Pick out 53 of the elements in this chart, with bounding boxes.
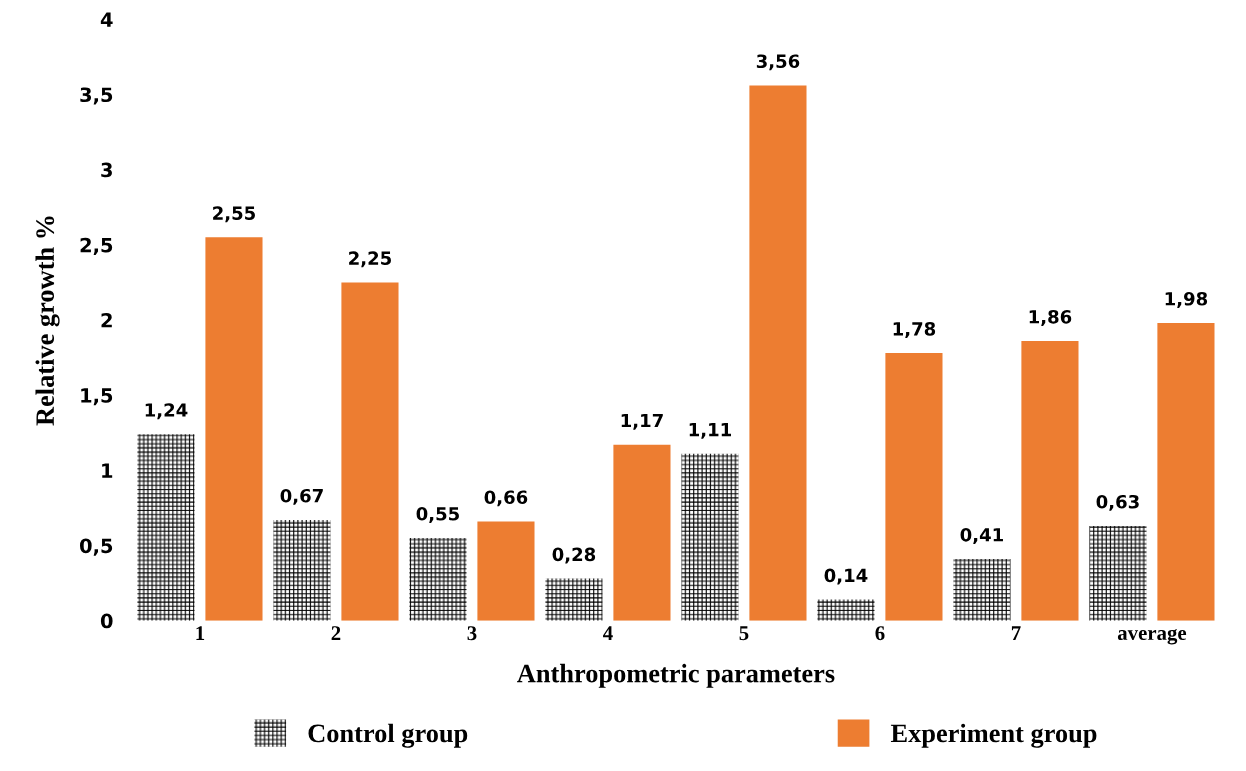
bar	[545, 578, 603, 621]
legend-label: Experiment group	[890, 723, 1097, 748]
y-tick-label: 3	[101, 162, 112, 178]
legend-label: Control group	[308, 723, 468, 748]
x-tick-label: 4	[603, 626, 613, 640]
data-label: 1,86	[1029, 309, 1072, 326]
x-axis-title: Anthropometric parameters	[517, 663, 835, 688]
data-label: 0,66	[484, 490, 528, 507]
data-label: 1,78	[893, 322, 936, 338]
y-tick-label: 0,5	[79, 538, 113, 556]
x-tick-label: 7	[1011, 626, 1021, 640]
y-tick-label: 2,5	[80, 237, 113, 255]
data-label: 1,11	[689, 422, 731, 439]
bar	[885, 353, 943, 621]
bar	[409, 537, 467, 621]
data-label: 0,28	[552, 547, 596, 564]
data-label: 1,98	[1165, 291, 1208, 308]
data-label: 2,55	[213, 206, 255, 223]
y-tick-label: 1,5	[81, 388, 113, 406]
x-tick-label: 5	[739, 626, 749, 641]
bar	[477, 521, 535, 621]
data-label: 0,41	[960, 527, 1003, 544]
y-tick-label: 1	[102, 463, 113, 478]
data-label: 0,55	[416, 506, 459, 523]
data-label: 3,56	[756, 54, 800, 71]
data-label: 1,24	[145, 403, 188, 420]
y-tick-label: 4	[100, 12, 113, 27]
y-tick-label: 2	[101, 312, 112, 328]
bar	[205, 237, 263, 621]
bar	[273, 519, 331, 621]
x-tick-label: 6	[875, 626, 885, 641]
x-tick-label: 1	[196, 626, 205, 640]
y-tick-label: 3,5	[80, 87, 113, 105]
y-tick-label: 0	[100, 613, 113, 629]
data-label: 0,63	[1096, 494, 1139, 511]
bar	[341, 282, 399, 621]
y-axis-title: Relative growth %	[35, 216, 60, 426]
data-label: 0,67	[280, 488, 323, 505]
bar	[1089, 525, 1147, 621]
bar	[817, 599, 875, 621]
x-tick-label: 3	[467, 626, 477, 641]
data-label: 2,25	[349, 251, 391, 268]
bar	[1157, 322, 1215, 621]
bar	[137, 434, 195, 621]
x-tick-label: 2	[331, 626, 341, 640]
data-label: 1,17	[621, 413, 663, 430]
x-tick-label: average	[1117, 629, 1187, 645]
data-label: 0,14	[824, 568, 868, 585]
bar	[1021, 341, 1079, 621]
bar	[953, 559, 1011, 621]
bar	[749, 85, 807, 621]
bar	[613, 444, 671, 621]
bar	[681, 453, 739, 621]
